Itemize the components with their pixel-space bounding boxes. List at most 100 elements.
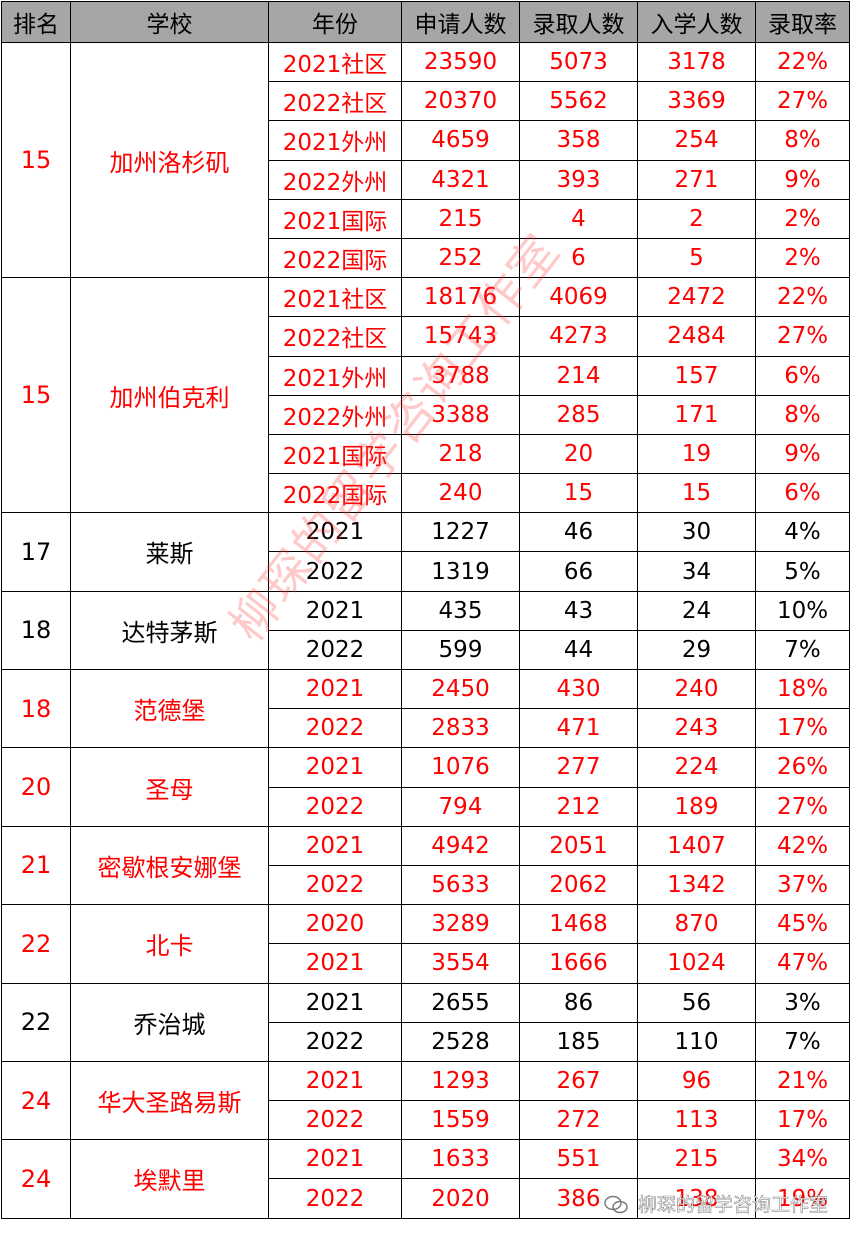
year-cell: 2022 (268, 1178, 402, 1219)
admitted-cell: 20 (519, 433, 638, 475)
enrolled-cell: 215 (637, 1139, 756, 1180)
enrolled-cell: 34 (637, 551, 756, 592)
admitted-cell: 66 (519, 551, 638, 592)
table-row: 17 莱斯 2021 1227 46 30 4% (1, 512, 850, 592)
year-cell: 2021国际 (268, 433, 402, 475)
admitted-cell: 285 (519, 394, 638, 435)
applicants-cell: 4321 (401, 159, 520, 200)
enrolled-cell: 19 (637, 433, 756, 475)
year-cell: 2022 (268, 629, 402, 671)
rank-cell: 15 (1, 41, 71, 279)
admitted-cell: 5562 (519, 81, 638, 122)
school-cell: 北卡 (70, 904, 269, 984)
applicants-cell: 18176 (401, 277, 520, 318)
table-row: 2022外州 3388 285 171 8% (2, 394, 850, 435)
applicants-cell: 5633 (401, 864, 520, 906)
year-cell: 2021 (268, 943, 402, 984)
rank-cell: 15 (1, 277, 71, 514)
table-row: 2022 5633 2062 1342 37% (2, 864, 850, 906)
enrolled-cell: 1407 (637, 825, 756, 866)
table-row: 15 加州洛杉矶 2021社区 23590 5073 3178 22% (1, 41, 850, 279)
rank-cell: 17 (1, 512, 71, 592)
table-row: 2021 3554 1666 1024 47% (2, 943, 850, 984)
year-cell: 2022社区 (268, 316, 402, 357)
year-cell: 2022 (268, 708, 402, 749)
admit-rate-cell: 42% (755, 825, 850, 866)
admitted-cell: 43 (519, 590, 638, 631)
admitted-cell: 1468 (519, 904, 638, 945)
year-cell: 2021 (268, 668, 402, 710)
table-row: 2022外州 4321 393 271 9% (2, 159, 850, 200)
enrolled-cell: 870 (637, 904, 756, 945)
admit-rate-cell: 7% (755, 629, 850, 671)
table-row: 22 乔治城 2021 2655 86 56 3% (1, 982, 850, 1062)
enrolled-cell: 224 (637, 747, 756, 788)
year-cell: 2022 (268, 1021, 402, 1062)
applicants-cell: 794 (401, 786, 520, 827)
year-cell: 2021 (268, 747, 402, 788)
year-cell: 2021国际 (268, 198, 402, 239)
table-row: 2022 1559 272 113 17% (2, 1100, 850, 1141)
enrolled-cell: 2 (637, 198, 756, 239)
applicants-cell: 1319 (401, 551, 520, 592)
admitted-cell: 6 (519, 237, 638, 279)
admit-rate-cell: 5% (755, 551, 850, 592)
applicants-cell: 4942 (401, 825, 520, 866)
school-cell: 华大圣路易斯 (70, 1060, 269, 1141)
year-cell: 2022外州 (268, 159, 402, 200)
admit-rate-cell: 6% (755, 473, 850, 514)
admit-rate-cell: 2% (755, 198, 850, 239)
year-cell: 2021 (268, 825, 402, 866)
school-cell: 埃默里 (70, 1139, 269, 1219)
admit-rate-cell: 27% (755, 316, 850, 357)
enrolled-cell: 254 (637, 120, 756, 161)
admitted-cell: 272 (519, 1100, 638, 1141)
year-cell: 2021外州 (268, 355, 402, 396)
enrolled-cell: 157 (637, 355, 756, 396)
applicants-cell: 2655 (401, 982, 520, 1023)
admit-rate-cell: 26% (755, 747, 850, 788)
admit-rate-cell: 3% (755, 982, 850, 1023)
applicants-cell: 3788 (401, 355, 520, 396)
admit-rate-cell: 34% (755, 1139, 850, 1180)
header-school: 学校 (70, 1, 269, 43)
school-cell: 加州洛杉矶 (70, 41, 269, 279)
applicants-cell: 1633 (401, 1139, 520, 1180)
admitted-cell: 185 (519, 1021, 638, 1062)
table-row: 2022 794 212 189 27% (2, 786, 850, 827)
applicants-cell: 252 (401, 237, 520, 279)
enrolled-cell: 2484 (637, 316, 756, 357)
admit-rate-cell: 45% (755, 904, 850, 945)
year-cell: 2022国际 (268, 473, 402, 514)
table-row: 2022 2020 386 138 19% (2, 1178, 850, 1219)
year-cell: 2022 (268, 1100, 402, 1141)
admit-rate-cell: 8% (755, 120, 850, 161)
admit-rate-cell: 27% (755, 786, 850, 827)
rank-cell: 21 (1, 825, 71, 906)
table-row: 15 加州伯克利 2021社区 18176 4069 2472 22% (1, 277, 850, 514)
admitted-cell: 214 (519, 355, 638, 396)
enrolled-cell: 171 (637, 394, 756, 435)
year-cell: 2022 (268, 786, 402, 827)
admitted-cell: 212 (519, 786, 638, 827)
rank-cell: 22 (1, 982, 71, 1062)
enrolled-cell: 3178 (637, 41, 756, 83)
applicants-cell: 215 (401, 198, 520, 239)
admitted-cell: 4 (519, 198, 638, 239)
admissions-table: 排名 学校 年份 申请人数 录取人数 入学人数 录取率 15 加州洛杉矶 2021社… (1, 1, 850, 1219)
year-cell: 2021外州 (268, 120, 402, 161)
admit-rate-cell: 17% (755, 1100, 850, 1141)
year-cell: 2021社区 (268, 277, 402, 318)
rank-cell: 20 (1, 747, 71, 827)
admitted-cell: 358 (519, 120, 638, 161)
table-row: 18 达特茅斯 2021 435 43 24 10% (1, 590, 850, 671)
rank-cell: 22 (1, 904, 71, 984)
admit-rate-cell: 27% (755, 81, 850, 122)
rank-cell: 24 (1, 1060, 71, 1141)
table-row: 24 华大圣路易斯 2021 1293 267 96 21% (1, 1060, 850, 1141)
year-cell: 2022 (268, 551, 402, 592)
enrolled-cell: 138 (637, 1178, 756, 1219)
admitted-cell: 15 (519, 473, 638, 514)
header-applicants: 申请人数 (401, 1, 520, 43)
year-cell: 2021 (268, 1139, 402, 1180)
